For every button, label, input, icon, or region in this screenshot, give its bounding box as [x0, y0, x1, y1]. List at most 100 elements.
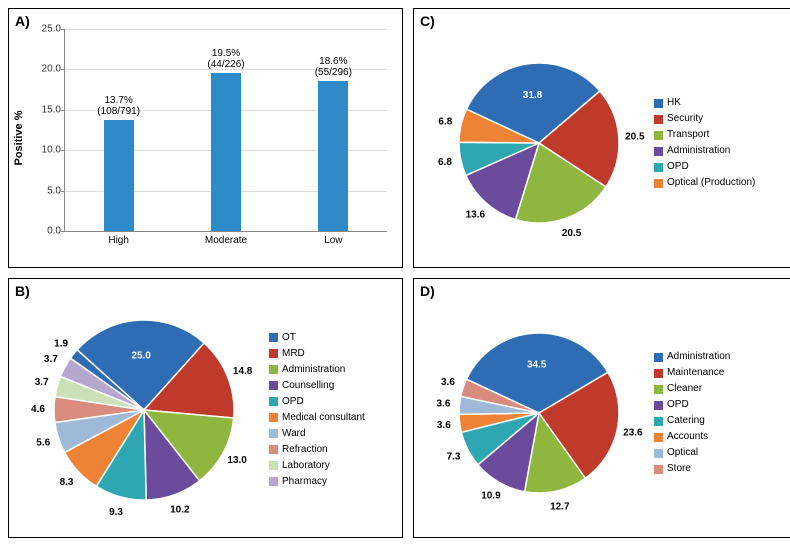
panel-c: C) 31.820.520.513.66.86.8 HKSecurityTran…	[413, 8, 790, 268]
legend-item: Administration	[654, 349, 730, 365]
legend-label: Administration	[667, 143, 730, 159]
legend-swatch	[269, 349, 278, 358]
legend-label: OT	[282, 330, 296, 346]
xcat: High	[108, 231, 129, 246]
xcat: Low	[324, 231, 342, 246]
legend-item: Administration	[269, 362, 365, 378]
legend-item: Pharmacy	[269, 474, 365, 490]
legend-item: Counselling	[269, 378, 365, 394]
legend-item: OPD	[269, 394, 365, 410]
legend-label: OPD	[667, 159, 689, 175]
legend-label: HK	[667, 95, 681, 111]
slice-label: 14.8	[233, 365, 253, 376]
legend-label: Medical consultant	[282, 410, 365, 426]
slice-label: 3.6	[441, 377, 455, 388]
pie-b-legend: OTMRDAdministrationCounsellingOPDMedical…	[269, 330, 365, 490]
slice-label: 5.6	[36, 437, 50, 448]
legend-item: Transport	[654, 127, 755, 143]
pie-d-legend: AdministrationMaintenanceCleanerOPDCater…	[654, 349, 730, 477]
legend-label: Laboratory	[282, 458, 330, 474]
legend-label: Store	[667, 461, 691, 477]
slice-label: 20.5	[562, 228, 582, 239]
legend-swatch	[654, 449, 663, 458]
legend-label: Accounts	[667, 429, 708, 445]
slice-label: 3.6	[436, 398, 450, 409]
panel-c-label: C)	[420, 13, 435, 29]
bar-annot: 18.6% (55/296)	[315, 56, 352, 78]
legend-swatch	[654, 401, 663, 410]
legend-swatch	[654, 131, 663, 140]
slice-label: 13.0	[227, 455, 247, 466]
slice-label: 34.5	[527, 360, 547, 371]
legend-label: Catering	[667, 413, 705, 429]
legend-swatch	[654, 115, 663, 124]
legend-item: MRD	[269, 346, 365, 362]
bar-annot: 13.7% (108/791)	[97, 95, 140, 117]
legend-label: Transport	[667, 127, 709, 143]
bar-annot: 19.5% (44/226)	[207, 48, 244, 70]
pie-c-legend: HKSecurityTransportAdministrationOPDOpti…	[654, 95, 755, 191]
legend-item: Maintenance	[654, 365, 730, 381]
bar-high	[104, 120, 134, 231]
legend-label: MRD	[282, 346, 305, 362]
legend-label: Ward	[282, 426, 306, 442]
legend-swatch	[269, 461, 278, 470]
legend-item: Security	[654, 111, 755, 127]
slice-label: 13.6	[466, 209, 486, 220]
legend-item: Catering	[654, 413, 730, 429]
legend-label: Security	[667, 111, 703, 127]
xcat: Moderate	[205, 231, 247, 246]
panel-b: B) 25.014.813.010.29.38.35.64.63.73.71.9…	[8, 278, 403, 538]
panel-a-label: A)	[15, 13, 30, 29]
legend-item: HK	[654, 95, 755, 111]
pie-d-svg: 34.5 23.6 12.7 10.9 7.3 3.6 3.6 3.6	[424, 303, 654, 523]
legend-swatch	[269, 365, 278, 374]
panel-d: D) 34.5 23.6 12.7 10.9 7.3 3.6 3.6 3.6 Administ…	[413, 278, 790, 538]
legend-label: OPD	[667, 397, 689, 413]
slice-label: 8.3	[60, 477, 74, 488]
slice-label: 31.8	[523, 90, 543, 101]
legend-label: Administration	[667, 349, 730, 365]
legend-swatch	[654, 179, 663, 188]
legend-swatch	[654, 385, 663, 394]
legend-swatch	[269, 413, 278, 422]
legend-swatch	[269, 429, 278, 438]
slice-label: 23.6	[623, 428, 643, 439]
slice-label: 10.2	[170, 504, 190, 515]
legend-swatch	[269, 333, 278, 342]
legend-swatch	[269, 477, 278, 486]
legend-item: Laboratory	[269, 458, 365, 474]
legend-swatch	[654, 147, 663, 156]
legend-swatch	[269, 397, 278, 406]
legend-swatch	[654, 465, 663, 474]
pie-b-svg: 25.014.813.010.29.38.35.64.63.73.71.9	[19, 290, 269, 530]
slice-label: 9.3	[109, 506, 123, 517]
legend-item: Optical	[654, 445, 730, 461]
slice-label: 10.9	[481, 491, 501, 502]
legend-item: Administration	[654, 143, 755, 159]
legend-swatch	[654, 353, 663, 362]
legend-swatch	[269, 445, 278, 454]
legend-item: Refraction	[269, 442, 365, 458]
legend-swatch	[654, 163, 663, 172]
slice-label: 12.7	[550, 501, 570, 512]
legend-item: Optical (Production)	[654, 175, 755, 191]
legend-item: Accounts	[654, 429, 730, 445]
legend-label: Refraction	[282, 442, 328, 458]
bar-low	[318, 81, 348, 231]
legend-swatch	[654, 99, 663, 108]
bar-chart: 0.05.010.015.020.025.013.7% (108/791)Hig…	[64, 29, 387, 232]
panel-a: A) Positive % 0.05.010.015.020.025.013.7…	[8, 8, 403, 268]
slice-label: 6.8	[438, 157, 452, 168]
pie-c-svg: 31.820.520.513.66.86.8	[424, 33, 654, 253]
legend-label: Maintenance	[667, 365, 724, 381]
legend-item: Store	[654, 461, 730, 477]
slice-label: 25.0	[131, 350, 151, 361]
legend-item: OT	[269, 330, 365, 346]
slice-label: 7.3	[447, 451, 461, 462]
slice-label: 3.7	[44, 354, 58, 365]
slice-label: 6.8	[438, 116, 452, 127]
panel-d-label: D)	[420, 283, 435, 299]
slice-label: 3.7	[35, 376, 49, 387]
slice-label: 3.6	[437, 420, 451, 431]
